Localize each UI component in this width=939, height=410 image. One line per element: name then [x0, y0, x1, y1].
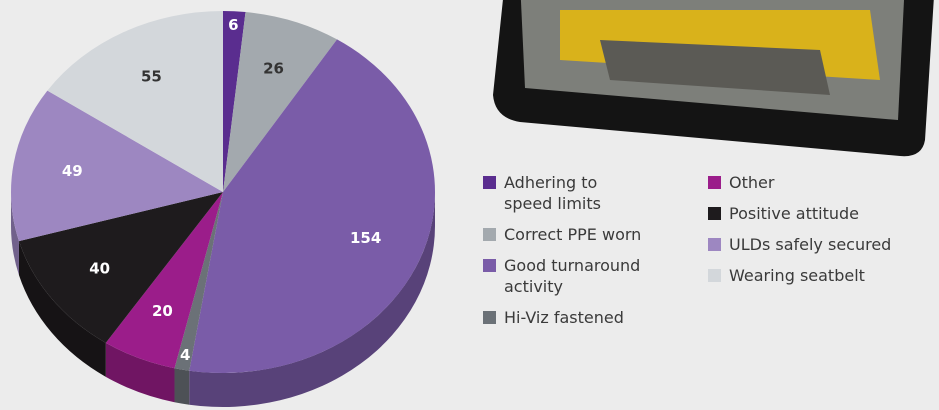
legend-swatch — [483, 259, 496, 272]
legend-label: Other — [729, 173, 775, 192]
pie-slice — [174, 192, 223, 371]
data-label: 55 — [141, 67, 162, 85]
legend-label: Adhering to speed limits — [504, 173, 601, 213]
legend: Adhering to speed limits Correct PPE worn… — [483, 172, 653, 328]
pie-slice — [105, 192, 223, 369]
legend-item: Adhering to speed limits — [483, 172, 653, 214]
legend-item: Positive attitude — [708, 203, 938, 224]
legend-swatch — [483, 176, 496, 189]
legend-item: Good turnaround activity — [483, 255, 653, 297]
pie-side — [105, 342, 175, 403]
legend-label: Good turnaround activity — [504, 256, 641, 296]
data-label: 154 — [350, 229, 381, 247]
data-label: 4 — [180, 346, 190, 364]
pie-slice — [10, 90, 223, 242]
legend-label: Wearing seatbelt — [729, 266, 865, 285]
legend-swatch — [483, 228, 496, 241]
legend-swatch — [708, 176, 721, 189]
pie-side — [174, 368, 190, 405]
pie-slice — [189, 39, 436, 374]
data-label: 40 — [89, 259, 110, 277]
data-label: 26 — [263, 60, 284, 78]
data-label: 49 — [62, 162, 83, 180]
data-label: 6 — [228, 16, 238, 34]
legend-item: Wearing seatbelt — [708, 265, 938, 286]
pie-slice — [223, 12, 338, 192]
phone — [493, 0, 934, 157]
pie-side — [189, 192, 435, 407]
legend-swatch — [708, 238, 721, 251]
pie-side — [18, 241, 106, 377]
legend-swatch — [708, 269, 721, 282]
data-label: 20 — [152, 302, 173, 320]
pie-slice — [223, 11, 246, 192]
legend-label: ULDs safely secured — [729, 235, 892, 254]
legend-item: Hi-Viz fastened — [483, 307, 653, 328]
legend-item: Other — [708, 172, 938, 193]
legend-label: Positive attitude — [729, 204, 859, 223]
legend-swatch — [483, 311, 496, 324]
pie-slice — [47, 11, 224, 192]
legend-item: Correct PPE worn — [483, 224, 653, 245]
legend-label: Correct PPE worn — [504, 225, 642, 244]
legend-swatch — [708, 207, 721, 220]
pie-slice — [18, 192, 224, 343]
legend: Other Positive attitude ULDs safely secure… — [708, 172, 938, 286]
legend-label: Hi-Viz fastened — [504, 308, 624, 327]
pie-side — [11, 192, 19, 276]
legend-item: ULDs safely secured — [708, 234, 938, 255]
